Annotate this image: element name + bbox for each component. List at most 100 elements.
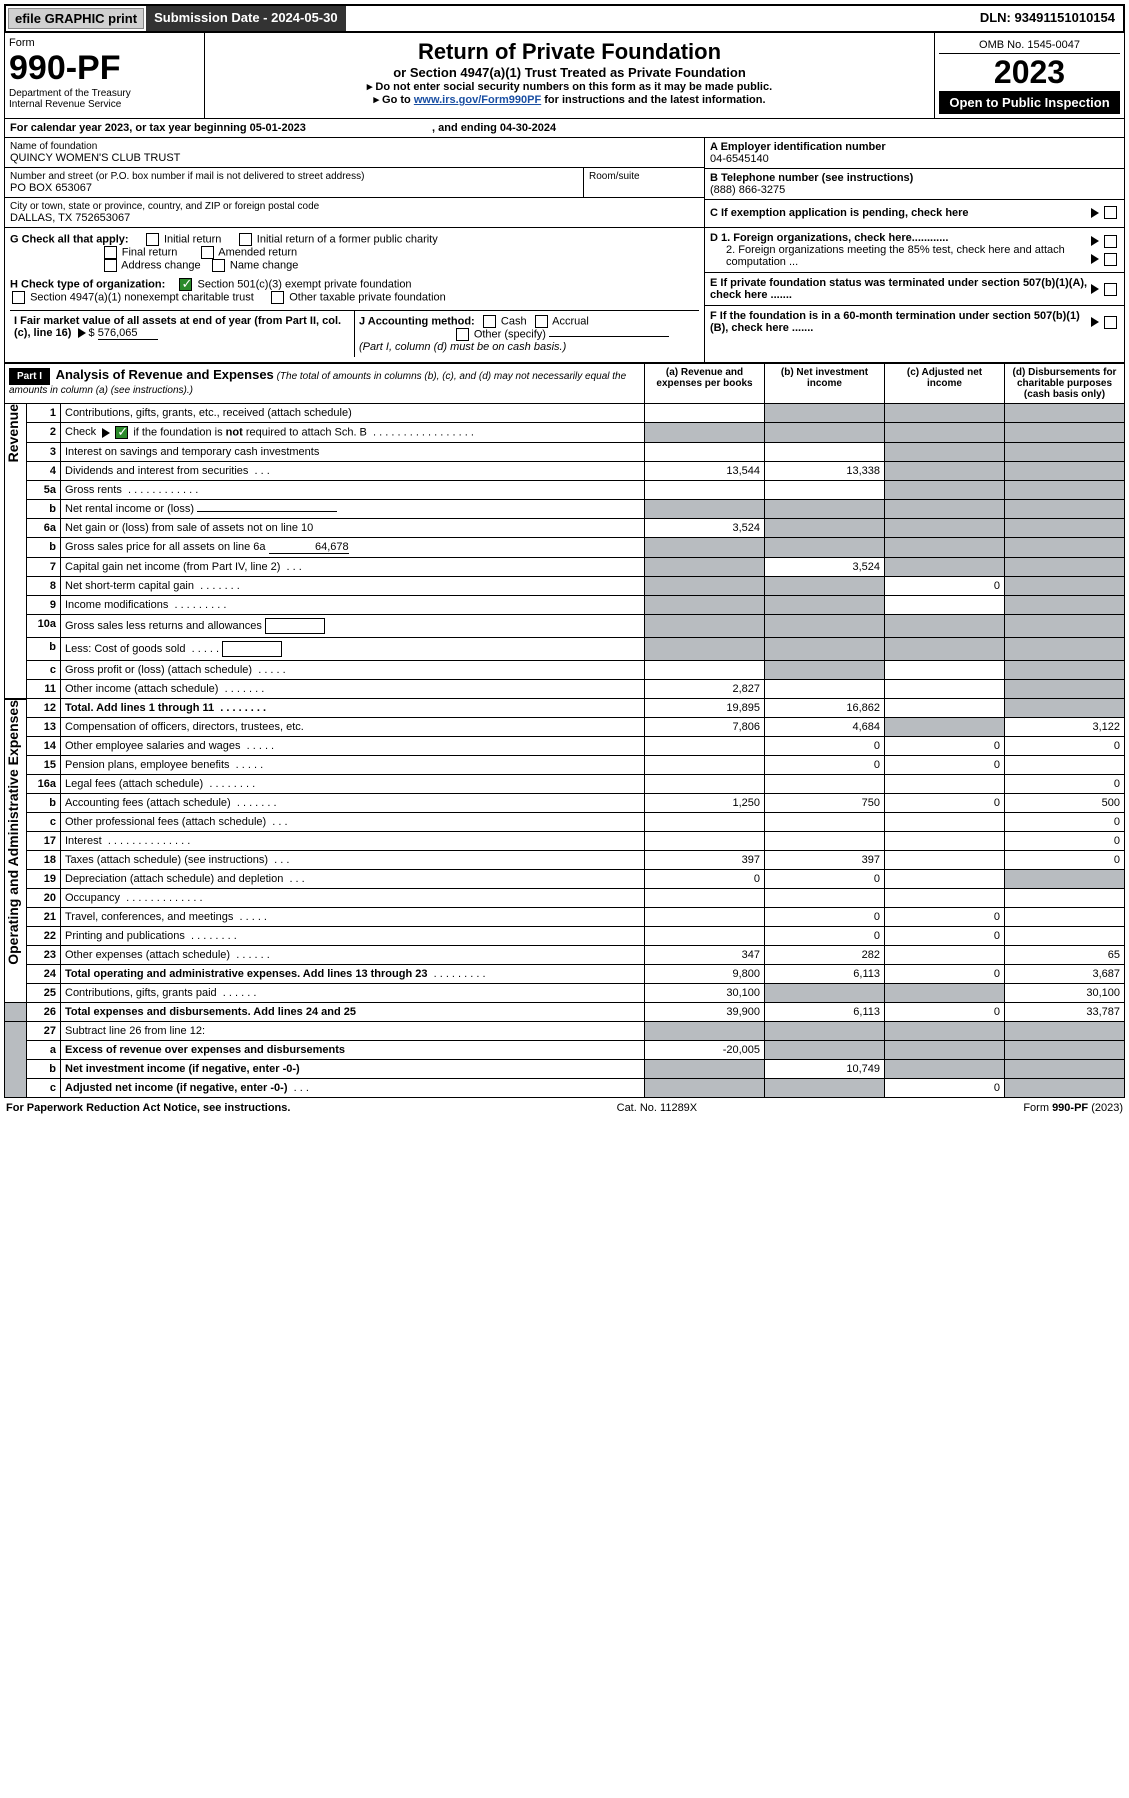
checkbox-other-taxable[interactable] xyxy=(271,291,284,304)
instructions-link[interactable]: www.irs.gov/Form990PF xyxy=(414,94,541,106)
h-label: H Check type of organization: xyxy=(10,278,165,290)
part1-header: Part I xyxy=(9,368,50,385)
expenses-section-label: Operating and Administrative Expenses xyxy=(5,700,21,965)
checkbox-c[interactable] xyxy=(1104,206,1117,219)
j-label: J Accounting method: xyxy=(359,315,475,327)
checkbox-final-return[interactable] xyxy=(104,246,117,259)
arrow-icon xyxy=(1091,284,1099,294)
form-word: Form xyxy=(9,37,200,49)
arrow-icon xyxy=(78,328,86,338)
room-label: Room/suite xyxy=(589,171,699,182)
line-1: Contributions, gifts, grants, etc., rece… xyxy=(61,404,645,423)
checkbox-d1[interactable] xyxy=(1104,235,1117,248)
calendar-year-end: , and ending 04-30-2024 xyxy=(432,122,556,134)
dept-treasury: Department of the Treasury xyxy=(9,88,200,99)
h-4947: Section 4947(a)(1) nonexempt charitable … xyxy=(30,291,254,303)
line-6b: Gross sales price for all assets on line… xyxy=(61,538,645,558)
line-25: Contributions, gifts, grants paid . . . … xyxy=(61,984,645,1003)
tel-label: B Telephone number (see instructions) xyxy=(710,172,1119,184)
top-bar: efile GRAPHIC print Submission Date - 20… xyxy=(4,4,1125,33)
line-15: Pension plans, employee benefits . . . .… xyxy=(61,756,645,775)
line-27c: Adjusted net income (if negative, enter … xyxy=(61,1079,645,1098)
omb-number: OMB No. 1545-0047 xyxy=(939,37,1120,54)
form-number: 990-PF xyxy=(9,49,200,88)
dln: DLN: 93491151010154 xyxy=(972,6,1123,31)
g-initial-former: Initial return of a former public charit… xyxy=(257,233,438,245)
checkbox-addr-change[interactable] xyxy=(104,259,117,272)
arrow-icon xyxy=(1091,254,1099,264)
line-10c: Gross profit or (loss) (attach schedule)… xyxy=(61,661,645,680)
checkbox-amended[interactable] xyxy=(201,246,214,259)
submission-date: Submission Date - 2024-05-30 xyxy=(146,6,346,31)
checkbox-sch-b[interactable] xyxy=(115,426,128,439)
checkbox-d2[interactable] xyxy=(1104,253,1117,266)
instr-2: ▸ Go to www.irs.gov/Form990PF for instru… xyxy=(211,93,928,106)
col-d-header: (d) Disbursements for charitable purpose… xyxy=(1005,364,1125,404)
street-address: PO BOX 653067 xyxy=(10,182,578,194)
h-501c3: Section 501(c)(3) exempt private foundat… xyxy=(198,278,412,290)
line-5b: Net rental income or (loss) xyxy=(61,500,645,519)
line-5a: Gross rents . . . . . . . . . . . . xyxy=(61,481,645,500)
g-amended: Amended return xyxy=(218,246,297,258)
line-24: Total operating and administrative expen… xyxy=(61,965,645,984)
line-17: Interest . . . . . . . . . . . . . . xyxy=(61,832,645,851)
foundation-name: QUINCY WOMEN'S CLUB TRUST xyxy=(10,152,699,164)
checkbox-accrual[interactable] xyxy=(535,315,548,328)
line-20: Occupancy . . . . . . . . . . . . . xyxy=(61,889,645,908)
line-8: Net short-term capital gain . . . . . . … xyxy=(61,577,645,596)
line-27a: Excess of revenue over expenses and disb… xyxy=(61,1041,645,1060)
line-2: Check if the foundation is not required … xyxy=(61,423,645,443)
form-ref: Form 990-PF (2023) xyxy=(1023,1102,1123,1114)
telephone: (888) 866-3275 xyxy=(710,184,1119,196)
name-label: Name of foundation xyxy=(10,141,699,152)
checkbox-initial-former[interactable] xyxy=(239,233,252,246)
line-21: Travel, conferences, and meetings . . . … xyxy=(61,908,645,927)
line-23: Other expenses (attach schedule) . . . .… xyxy=(61,946,645,965)
checkbox-f[interactable] xyxy=(1104,316,1117,329)
checkbox-name-change[interactable] xyxy=(212,259,225,272)
h-other: Other taxable private foundation xyxy=(289,291,446,303)
arrow-icon xyxy=(1091,317,1099,327)
pra-notice: For Paperwork Reduction Act Notice, see … xyxy=(6,1102,290,1114)
g-initial: Initial return xyxy=(164,233,221,245)
checkbox-4947[interactable] xyxy=(12,291,25,304)
d2-label: 2. Foreign organizations meeting the 85%… xyxy=(710,244,1088,268)
instr-1: ▸ Do not enter social security numbers o… xyxy=(211,80,928,93)
checkbox-cash[interactable] xyxy=(483,315,496,328)
form-title: Return of Private Foundation xyxy=(211,39,928,65)
ein: 04-6545140 xyxy=(710,153,1119,165)
city-label: City or town, state or province, country… xyxy=(10,201,699,212)
line-19: Depreciation (attach schedule) and deple… xyxy=(61,870,645,889)
arrow-icon xyxy=(1091,236,1099,246)
col-c-header: (c) Adjusted net income xyxy=(885,364,1005,404)
g-label: G Check all that apply: xyxy=(10,233,129,245)
line-10b: Less: Cost of goods sold . . . . . xyxy=(61,638,645,661)
checkbox-e[interactable] xyxy=(1104,283,1117,296)
line-4: Dividends and interest from securities .… xyxy=(61,462,645,481)
j-other: Other (specify) xyxy=(474,328,546,340)
line-16b: Accounting fees (attach schedule) . . . … xyxy=(61,794,645,813)
efile-button[interactable]: efile GRAPHIC print xyxy=(8,8,144,29)
form-subtitle: or Section 4947(a)(1) Trust Treated as P… xyxy=(211,65,928,80)
calendar-year-begin: For calendar year 2023, or tax year begi… xyxy=(10,122,306,134)
part1-title: Analysis of Revenue and Expenses xyxy=(56,367,274,382)
line-7: Capital gain net income (from Part IV, l… xyxy=(61,558,645,577)
arrow-icon xyxy=(1091,208,1099,218)
page-footer: For Paperwork Reduction Act Notice, see … xyxy=(4,1098,1125,1118)
line-6a: Net gain or (loss) from sale of assets n… xyxy=(61,519,645,538)
line-14: Other employee salaries and wages . . . … xyxy=(61,737,645,756)
irs: Internal Revenue Service xyxy=(9,99,200,110)
checkbox-initial-return[interactable] xyxy=(146,233,159,246)
checkbox-501c3[interactable] xyxy=(179,278,192,291)
tax-year: 2023 xyxy=(939,54,1120,91)
line-16a: Legal fees (attach schedule) . . . . . .… xyxy=(61,775,645,794)
line-12: Total. Add lines 1 through 11 . . . . . … xyxy=(61,699,645,718)
j-cash: Cash xyxy=(501,315,527,327)
col-b-header: (b) Net investment income xyxy=(765,364,885,404)
i-label: I Fair market value of all assets at end… xyxy=(14,315,341,339)
catalog-number: Cat. No. 11289X xyxy=(617,1102,698,1114)
line-9: Income modifications . . . . . . . . . xyxy=(61,596,645,615)
checkbox-other-method[interactable] xyxy=(456,328,469,341)
ein-label: A Employer identification number xyxy=(710,141,1119,153)
line-26: Total expenses and disbursements. Add li… xyxy=(61,1003,645,1022)
